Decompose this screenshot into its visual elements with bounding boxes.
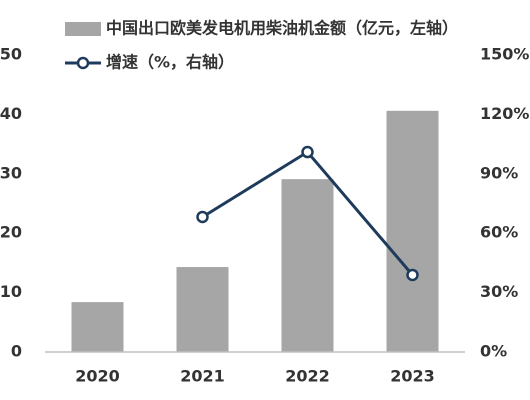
y2-tick-label: 150% <box>480 45 529 64</box>
bar <box>386 110 439 352</box>
bar <box>281 179 334 352</box>
x-tick-label: 2022 <box>285 367 330 386</box>
x-tick-label: 2023 <box>390 367 435 386</box>
line-marker <box>301 145 314 159</box>
bar <box>176 267 229 352</box>
y2-tick-label: 90% <box>480 163 518 182</box>
y-tick-label: 40 <box>0 104 22 123</box>
y-tick-label: 0 <box>11 342 22 361</box>
y2-tick-label: 0% <box>480 342 507 361</box>
y2-tick-label: 30% <box>480 282 518 301</box>
y2-tick-label: 120% <box>480 104 529 123</box>
y-tick-label: 20 <box>0 223 22 242</box>
x-tick-label: 2020 <box>75 367 120 386</box>
legend-swatch <box>65 22 101 36</box>
line-marker <box>406 268 419 282</box>
line-marker <box>196 210 209 224</box>
x-tick-label: 2021 <box>180 367 225 386</box>
y-tick-label: 10 <box>0 282 22 301</box>
legend-label: 增速（%，右轴） <box>106 53 234 72</box>
y2-tick-label: 60% <box>480 223 518 242</box>
y-tick-label: 30 <box>0 163 22 182</box>
legend-marker <box>76 56 90 70</box>
legend-label: 中国出口欧美发电机用柴油机金额（亿元，左轴） <box>106 19 458 38</box>
bar <box>71 302 124 352</box>
y-tick-label: 50 <box>0 45 22 64</box>
